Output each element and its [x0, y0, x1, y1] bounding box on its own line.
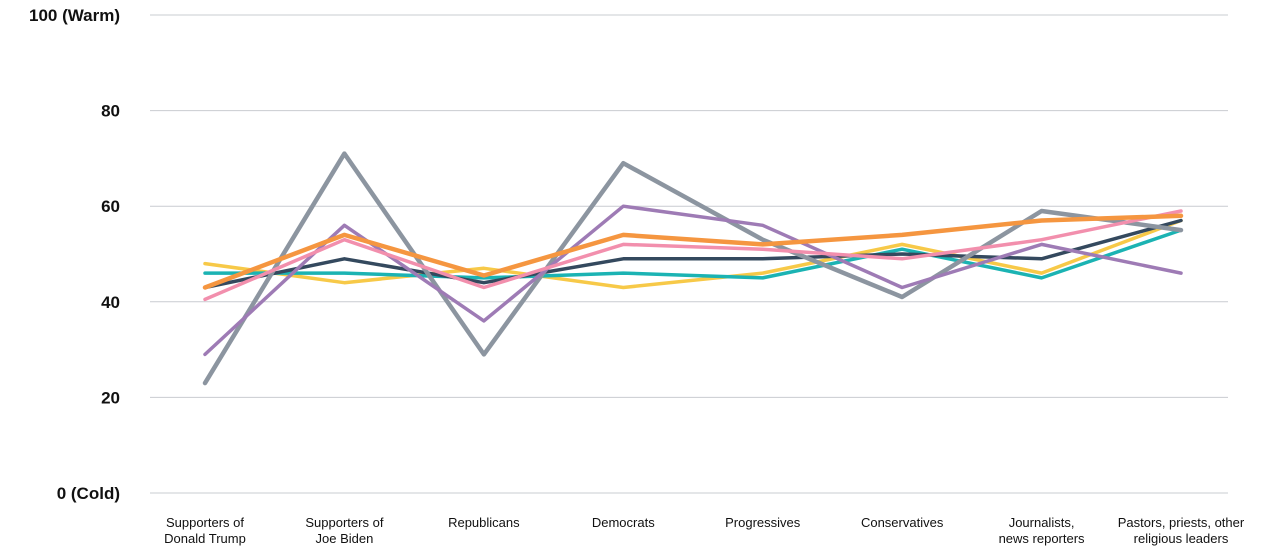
x-tick-label: Progressives — [725, 515, 801, 530]
x-tick-label-line: news reporters — [999, 531, 1085, 546]
y-tick-label: 60 — [101, 197, 120, 216]
x-tick-label-line: Donald Trump — [164, 531, 246, 546]
series-line-2 — [203, 228, 1183, 280]
y-tick-label: 20 — [101, 388, 120, 407]
x-tick-label-line: Pastors, priests, other — [1118, 515, 1245, 530]
x-tick-label: Supporters of Joe Biden — [305, 515, 383, 546]
grid-lines — [150, 14, 1228, 494]
x-tick-label-line: Democrats — [592, 515, 655, 530]
x-tick-label-line: Journalists, — [1009, 515, 1075, 530]
x-tick-label-line: Joe Biden — [316, 531, 374, 546]
x-tick-label: Democrats — [592, 515, 655, 530]
y-tick-label: 80 — [101, 102, 120, 121]
x-tick-label: Conservatives — [861, 515, 944, 530]
y-tick-label: 100 (Warm) — [29, 6, 120, 25]
x-tick-label: Republicans — [448, 515, 520, 530]
x-tick-label-line: religious leaders — [1134, 531, 1229, 546]
y-tick-label: 40 — [101, 293, 120, 312]
x-tick-label-line: Supporters of — [166, 515, 244, 530]
x-tick-label: Supporters of Donald Trump — [164, 515, 246, 546]
y-tick-label: 0 (Cold) — [57, 484, 120, 503]
series-line-6 — [203, 209, 1183, 302]
x-tick-label-line: Conservatives — [861, 515, 944, 530]
x-tick-label-line: Republicans — [448, 515, 520, 530]
x-tick-label: Journalists, news reporters — [999, 515, 1085, 546]
series-lines — [202, 151, 1184, 386]
series-line-7 — [202, 213, 1184, 290]
series-line-4 — [202, 151, 1184, 386]
y-axis-ticks: 0 (Cold) 20 40 60 80 100 (Warm) — [29, 6, 120, 503]
series-line-3 — [203, 218, 1183, 290]
x-tick-label-line: Progressives — [725, 515, 801, 530]
series-line-1 — [203, 218, 1183, 290]
x-tick-label-line: Supporters of — [305, 515, 383, 530]
x-tick-label: Pastors, priests, other religious leaders — [1118, 515, 1245, 546]
